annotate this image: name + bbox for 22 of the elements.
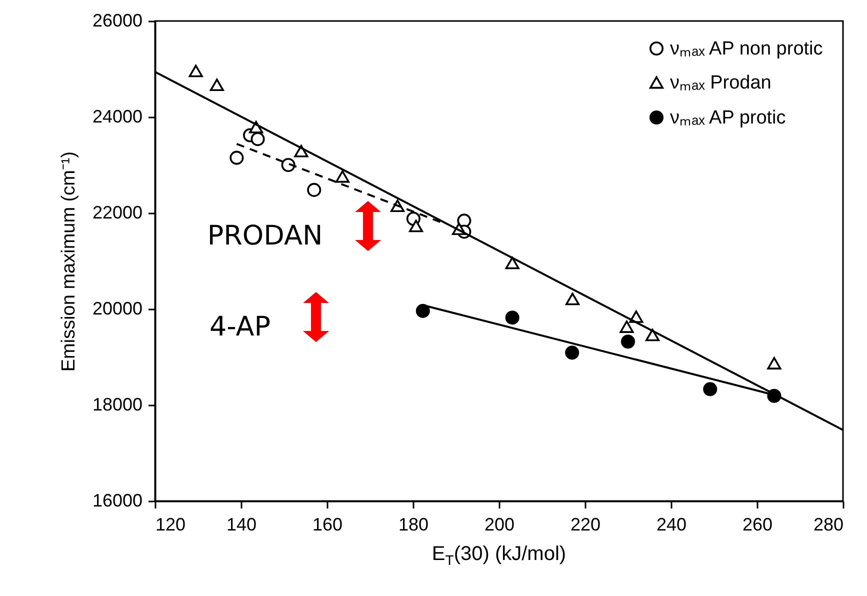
legend-label: νₘₐₓ Prodan xyxy=(670,72,772,94)
y-tick-label: 22000 xyxy=(92,202,142,222)
y-tick-label: 16000 xyxy=(92,490,142,510)
annotation: 4-AP xyxy=(209,312,271,342)
y-tick-label: 26000 xyxy=(92,10,142,30)
x-tick-label: 280 xyxy=(813,514,844,534)
x-tick-label: 200 xyxy=(484,514,515,534)
x-tick-label: 260 xyxy=(742,514,773,534)
annotation: PRODAN xyxy=(207,220,323,252)
y-axis-title: Emission maximum (cm⁻¹) xyxy=(58,151,80,372)
x-tick-label: 220 xyxy=(570,514,601,534)
y-tick-label: 20000 xyxy=(92,298,142,318)
y-tick-label: 18000 xyxy=(92,394,142,414)
x-tick-label: 180 xyxy=(398,514,429,534)
x-tick-label: 240 xyxy=(656,514,687,534)
x-axis-title: E$_{T}$(30) (kJ/mol) xyxy=(432,543,566,568)
x-tick-label: 120 xyxy=(156,514,186,534)
x-tick-label: 140 xyxy=(226,514,257,534)
x-tick-label: 160 xyxy=(312,514,343,534)
legend-label: νₘₐₓ AP non protic xyxy=(670,38,823,60)
legend-label: νₘₐₓ AP protic xyxy=(670,108,786,128)
y-tick-label: 24000 xyxy=(92,106,142,126)
